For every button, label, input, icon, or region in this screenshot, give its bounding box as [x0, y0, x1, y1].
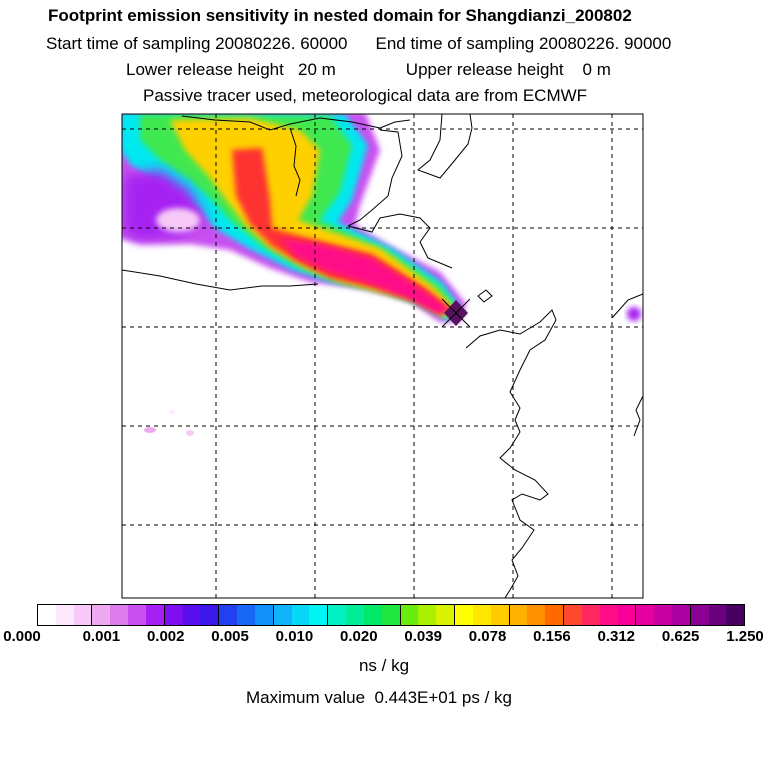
colorbar-segment: [163, 605, 183, 625]
colorbar-segment: [363, 605, 382, 625]
colorbar-segment: [599, 605, 618, 625]
colorbar-tick-label: 0.002: [146, 628, 185, 645]
coast-east: [611, 293, 643, 319]
colorbar-tick-label: 0.001: [82, 628, 121, 645]
plume-core: [278, 238, 450, 314]
colorbar-segment: [309, 605, 328, 625]
colorbar-segment: [291, 605, 310, 625]
plume-west-pink: [156, 208, 200, 232]
colorbar-segment: [346, 605, 364, 625]
colorbar-segment: [218, 605, 238, 625]
colorbar-segment: [635, 605, 655, 625]
map-frame: [121, 113, 644, 599]
plot-title: Footprint emission sensitivity in nested…: [48, 6, 632, 25]
colorbar-segment: [145, 605, 164, 625]
colorbar-segment: [38, 605, 56, 625]
plume-field: [122, 114, 641, 436]
border-north-east: [347, 129, 403, 227]
footprint-map: [121, 113, 644, 599]
colorbar-segment: [55, 605, 74, 625]
colorbar-segment: [73, 605, 92, 625]
colorbar-tick-label: 0.000: [3, 628, 41, 645]
colorbar-tick-label: 0.078: [468, 628, 507, 645]
colorbar-tick-label: 0.312: [597, 628, 636, 645]
coastlines: [122, 114, 643, 598]
inner-border: [289, 127, 301, 197]
sampling-times: Start time of sampling 20080226. 60000 En…: [46, 34, 671, 54]
colorbar-segment: [654, 605, 672, 625]
tracer-info: Passive tracer used, meteorological data…: [143, 86, 588, 105]
colorbar-segment: [110, 605, 129, 625]
colorbar-tick-label: 1.250: [726, 628, 764, 645]
plume-red: [232, 148, 452, 314]
colorbar-segment: [545, 605, 564, 625]
colorbar-segment: [91, 605, 111, 625]
speck-sw-2: [186, 430, 194, 436]
colorbar: [37, 604, 745, 626]
colorbar-segment: [581, 605, 600, 625]
colorbar-ticks: 0.000 0.001 0.002 0.005 0.010 0.020 0.039 0.078…: [0, 628, 768, 648]
colorbar-tick-label: 0.010: [275, 628, 314, 645]
gridlines: [122, 114, 643, 598]
start-time-label: Start time of sampling 20080226. 60000: [46, 34, 348, 53]
speck-sw-3: [169, 410, 175, 414]
coast-bay: [347, 213, 453, 269]
colorbar-segment: [563, 605, 582, 625]
border-north: [181, 115, 411, 131]
maximum-value: Maximum value 0.443E+01 ps / kg: [246, 688, 512, 707]
colorbar-segment: [254, 605, 273, 625]
station-marker: [441, 298, 471, 328]
coast-peninsula: [465, 309, 557, 598]
speck-sw-1: [144, 427, 156, 433]
colorbar-tick-label: 0.039: [404, 628, 442, 645]
colorbar-segment: [708, 605, 727, 625]
release-heights: Lower release height 20 m Upper release h…: [126, 60, 611, 80]
colorbar-segment: [472, 605, 491, 625]
colorbar-tick-label: 0.156: [533, 628, 571, 645]
colorbar-segment: [399, 605, 419, 625]
colorbar-tick-label: 0.020: [340, 628, 378, 645]
island: [477, 289, 493, 303]
colorbar-segment: [617, 605, 636, 625]
colorbar-segment: [436, 605, 455, 625]
colorbar-segment: [508, 605, 528, 625]
border-mid: [122, 269, 319, 291]
lower-height-label: Lower release height 20 m: [126, 60, 336, 79]
colorbar-segment: [689, 605, 709, 625]
colorbar-segment: [527, 605, 546, 625]
colorbar-segment: [237, 605, 255, 625]
colorbar-segment: [182, 605, 201, 625]
colorbar-segment: [128, 605, 146, 625]
colorbar-segment: [381, 605, 400, 625]
colorbar-segment: [272, 605, 292, 625]
end-time-label: End time of sampling 20080226. 90000: [375, 34, 672, 53]
colorbar-segment: [671, 605, 690, 625]
colorbar-segment: [490, 605, 509, 625]
speck-east: [627, 307, 641, 321]
colorbar-segment: [418, 605, 437, 625]
colorbar-segment: [327, 605, 347, 625]
upper-height-label: Upper release height 0 m: [405, 60, 611, 79]
colorbar-segment: [200, 605, 219, 625]
colorbar-tick-label: 0.625: [661, 628, 700, 645]
coast-east-2: [633, 395, 643, 437]
colorbar-segment: [454, 605, 473, 625]
colorbar-segment: [726, 605, 745, 625]
coast-north-east: [417, 114, 473, 179]
colorbar-tick-label: 0.005: [211, 628, 249, 645]
colorbar-units: ns / kg: [358, 656, 410, 675]
